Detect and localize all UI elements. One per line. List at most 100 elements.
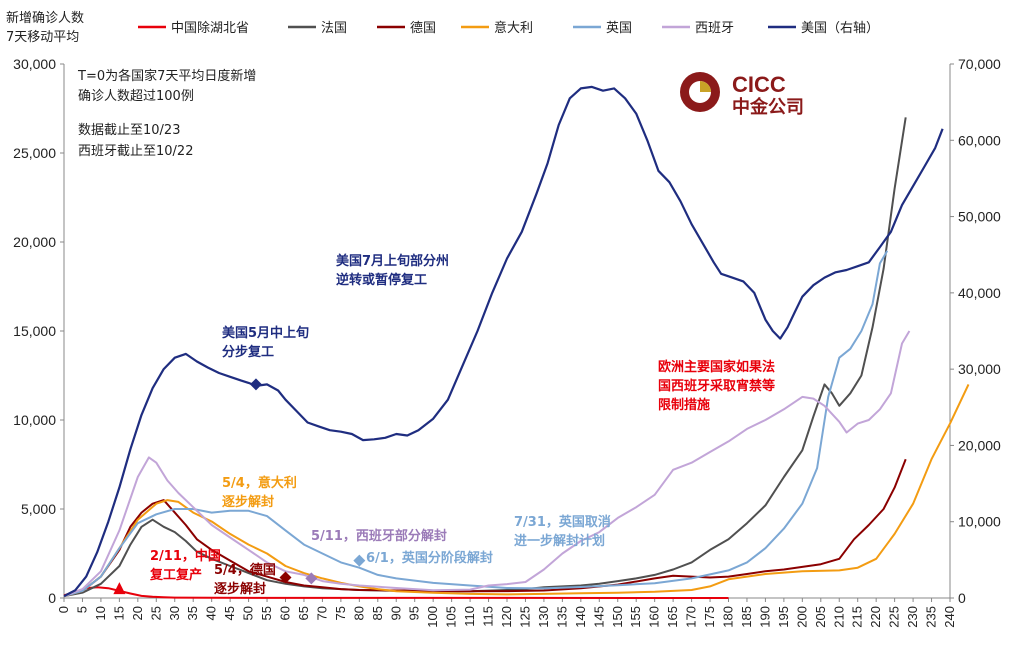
x-tick-label: 75 (333, 606, 348, 620)
annotation-text: 分步复工 (222, 344, 274, 360)
x-tick-label: 115 (481, 606, 496, 627)
legend-entry: 美国（右轴） (801, 21, 879, 36)
x-tick-label: 155 (628, 606, 643, 628)
x-tick-label: 15 (111, 606, 126, 620)
chart-note: T=0为各国家7天平均日度新增 (77, 68, 256, 84)
x-tick-label: 235 (924, 606, 939, 628)
annotation-text: 6/1，英国分阶段解封 (366, 550, 493, 566)
right-tick-label: 70,000 (958, 56, 1001, 72)
legend-entry: 西班牙 (695, 21, 734, 36)
annotation-text: 7/31，英国取消 (514, 514, 611, 530)
y-axis-label: 7天移动平均 (6, 30, 79, 45)
cicc-logo-cn: 中金公司 (732, 96, 804, 118)
x-tick-label: 100 (425, 606, 440, 628)
right-tick-label: 40,000 (958, 285, 1001, 301)
x-tick-label: 170 (684, 606, 699, 628)
right-tick-label: 0 (958, 590, 966, 606)
x-tick-label: 130 (536, 606, 551, 628)
x-tick-label: 0 (56, 606, 71, 613)
x-tick-label: 210 (831, 606, 846, 628)
annotation-marker-triangle (113, 582, 126, 595)
right-tick-label: 60,000 (958, 132, 1001, 148)
annotation-text: 2/11，中国 (150, 548, 221, 564)
annotation-text: 逐步解封 (214, 581, 266, 597)
annotation-text: 5/4，德国 (214, 562, 276, 578)
series-line-3 (63, 383, 970, 598)
x-tick-label: 175 (702, 606, 717, 628)
annotation-marker-diamond (249, 378, 262, 391)
annotation-text: 5/4，意大利 (222, 475, 297, 491)
x-tick-label: 160 (647, 606, 662, 628)
x-tick-label: 225 (887, 606, 902, 628)
x-tick-label: 80 (351, 606, 366, 620)
x-tick-label: 5 (74, 606, 89, 613)
x-tick-label: 30 (167, 606, 182, 620)
annotation-text: 欧洲主要国家如果法 (658, 359, 775, 375)
right-tick-label: 50,000 (958, 209, 1001, 225)
x-tick-label: 150 (610, 606, 625, 628)
legend-entry: 法国 (321, 21, 347, 36)
x-tick-label: 215 (850, 606, 865, 628)
x-tick-label: 135 (554, 606, 569, 628)
legend-entry: 意大利 (494, 20, 533, 36)
x-tick-label: 205 (813, 606, 828, 628)
x-tick-label: 55 (259, 606, 274, 620)
chart-note: 确诊人数超过100例 (78, 89, 194, 104)
x-tick-label: 145 (591, 606, 606, 628)
chart-note: 西班牙截止至10/22 (78, 144, 193, 159)
x-tick-label: 240 (942, 606, 957, 628)
left-tick-label: 20,000 (13, 234, 56, 250)
x-tick-label: 35 (185, 606, 200, 620)
series-line-5 (63, 330, 911, 598)
left-tick-label: 10,000 (13, 412, 56, 428)
annotation-text: 5/11，西班牙部分解封 (311, 528, 447, 544)
y-axis-label: 新增确诊人数 (6, 10, 84, 26)
x-tick-label: 190 (757, 606, 772, 628)
x-tick-label: 220 (868, 606, 883, 628)
series-line-4 (63, 250, 889, 598)
annotation-marker-diamond (353, 554, 366, 567)
x-tick-label: 180 (721, 606, 736, 628)
x-tick-label: 10 (93, 606, 108, 620)
x-tick-label: 230 (905, 606, 920, 628)
x-tick-label: 110 (462, 606, 477, 627)
x-tick-label: 85 (370, 606, 385, 620)
x-tick-label: 195 (776, 606, 791, 628)
x-tick-label: 50 (241, 606, 256, 620)
chart-note: 数据截止至10/23 (78, 123, 180, 138)
x-tick-label: 40 (204, 606, 219, 620)
legend-entry: 英国 (606, 21, 632, 36)
x-tick-label: 70 (314, 606, 329, 620)
left-tick-label: 30,000 (13, 56, 56, 72)
x-tick-label: 140 (573, 606, 588, 628)
annotation-text: 国西班牙采取宵禁等 (658, 378, 775, 394)
x-tick-label: 95 (407, 606, 422, 620)
series-line-6 (63, 85, 944, 598)
x-tick-label: 25 (148, 606, 163, 620)
cicc-logo-gold (700, 81, 711, 92)
left-tick-label: 25,000 (13, 145, 56, 161)
x-tick-label: 105 (444, 606, 459, 628)
annotation-marker-diamond (305, 572, 318, 585)
left-tick-label: 0 (48, 590, 56, 606)
x-tick-label: 165 (665, 606, 680, 628)
x-tick-label: 60 (278, 606, 293, 620)
left-tick-label: 15,000 (13, 323, 56, 339)
right-tick-label: 20,000 (958, 437, 1001, 453)
annotation-text: 限制措施 (658, 397, 710, 413)
legend-entry: 中国除湖北省 (171, 21, 249, 36)
annotation-text: 美国7月上旬部分州 (336, 253, 449, 269)
annotation-text: 逐步解封 (222, 494, 274, 510)
x-tick-label: 120 (499, 606, 514, 628)
x-tick-label: 65 (296, 606, 311, 620)
x-tick-label: 90 (388, 606, 403, 620)
x-tick-label: 45 (222, 606, 237, 620)
annotation-text: 进一步解封计划 (514, 533, 605, 549)
x-tick-label: 125 (517, 606, 532, 628)
annotation-text: 复工复产 (149, 567, 202, 583)
x-tick-label: 200 (794, 606, 809, 628)
left-tick-label: 5,000 (21, 501, 56, 517)
series-line-0 (63, 586, 729, 599)
